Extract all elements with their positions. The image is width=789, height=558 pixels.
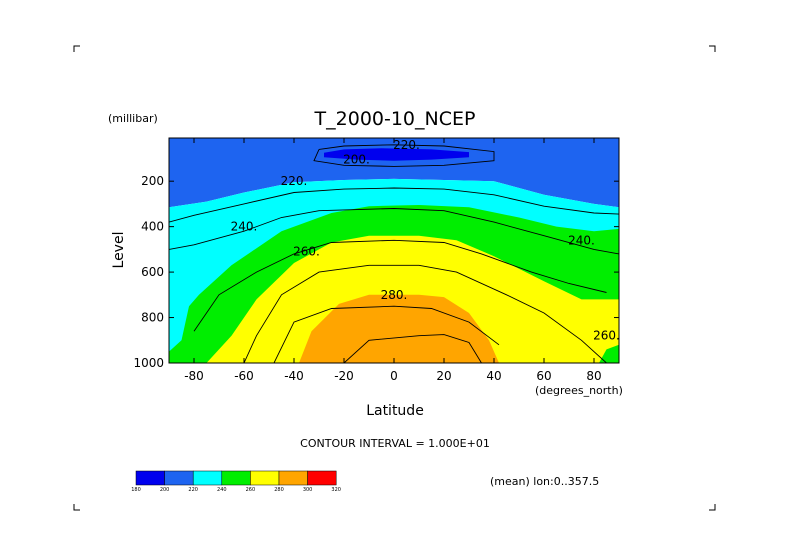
contour-line — [243, 264, 607, 363]
contour-label: 220. — [393, 138, 420, 152]
x-tick-label: -80 — [184, 369, 204, 383]
y-tick-label: 400 — [141, 220, 164, 234]
y-tick-label: 600 — [141, 265, 164, 279]
crop-mark-top-left — [73, 45, 80, 52]
x-tick-label: -20 — [334, 369, 354, 383]
contour-line — [313, 144, 495, 167]
contour-lines — [169, 144, 619, 363]
mean-lon-text: (mean) lon:0..357.5 — [490, 475, 599, 488]
crop-mark-top-right — [709, 45, 716, 52]
contour-label: 240. — [568, 233, 595, 247]
x-tick-label: -40 — [284, 369, 304, 383]
contour-label: 260. — [293, 245, 320, 259]
colorbar-label: 200 — [160, 487, 170, 493]
x-tick-label: 20 — [436, 369, 451, 383]
contour-label: 240. — [231, 220, 258, 234]
x-tick-label: 60 — [536, 369, 551, 383]
y-tick-label: 200 — [141, 174, 164, 188]
x-tick-label: 80 — [586, 369, 601, 383]
contour-line — [169, 187, 619, 223]
crop-mark-bottom-left — [73, 504, 80, 511]
contour-label: 260. — [593, 329, 620, 343]
colorbar-label: 240 — [217, 487, 227, 493]
contour-fills — [169, 138, 619, 363]
colorbar-label: 280 — [274, 487, 284, 493]
x-tick-label: 40 — [486, 369, 501, 383]
contour-line — [273, 305, 500, 363]
contour-fill-200-220 — [169, 155, 189, 168]
contour-line — [169, 208, 619, 255]
contour-line — [193, 239, 607, 332]
colorbar-swatch-220 — [192, 470, 223, 486]
colorbar-swatch-200 — [164, 470, 194, 486]
colorbar-label: 260 — [246, 487, 256, 493]
contour-labels: 220. 200. 220. 240. 260. 280. 240. 260. — [231, 138, 620, 343]
y-tick-label: 1000 — [133, 356, 164, 370]
y-axis-label: Level — [111, 232, 127, 269]
colorbar-label: 180 — [131, 487, 141, 493]
x-axis: -80 -60 -40 -20 0 20 40 60 80 — [184, 138, 602, 383]
contour-label: 280. — [381, 288, 408, 302]
colorbar: 180 200 220 240 260 280 300 320 — [131, 470, 341, 493]
y-axis: 200 400 600 800 1000 — [133, 174, 619, 370]
contour-fill-200-220 — [169, 138, 619, 208]
colorbar-label: 300 — [303, 487, 313, 493]
contour-label: 200. — [343, 153, 370, 167]
colorbar-swatch-240 — [221, 470, 251, 486]
crop-mark-bottom-right — [709, 504, 716, 511]
colorbar-label: 220 — [188, 487, 198, 493]
colorbar-swatch-180 — [135, 470, 165, 486]
y-axis-units: (millibar) — [108, 112, 158, 125]
contour-fill-280-300 — [299, 294, 499, 363]
contour-fill-180-200 — [324, 148, 469, 161]
x-tick-label: 0 — [390, 369, 398, 383]
contour-interval-text: CONTOUR INTERVAL = 1.000E+01 — [300, 437, 490, 450]
x-tick-label: -60 — [234, 369, 254, 383]
contour-label: 220. — [281, 174, 308, 188]
colorbar-swatch-280 — [278, 470, 308, 486]
contour-line — [343, 334, 482, 363]
chart-title: T_2000-10_NCEP — [314, 108, 476, 130]
x-axis-units: (degrees_north) — [535, 384, 623, 397]
colorbar-label: 320 — [331, 487, 341, 493]
colorbar-swatch-300 — [307, 470, 337, 486]
colorbar-swatch-260 — [250, 470, 280, 486]
x-axis-label: Latitude — [366, 403, 424, 419]
contour-fill-240-260 — [599, 344, 619, 363]
y-tick-label: 800 — [141, 311, 164, 325]
